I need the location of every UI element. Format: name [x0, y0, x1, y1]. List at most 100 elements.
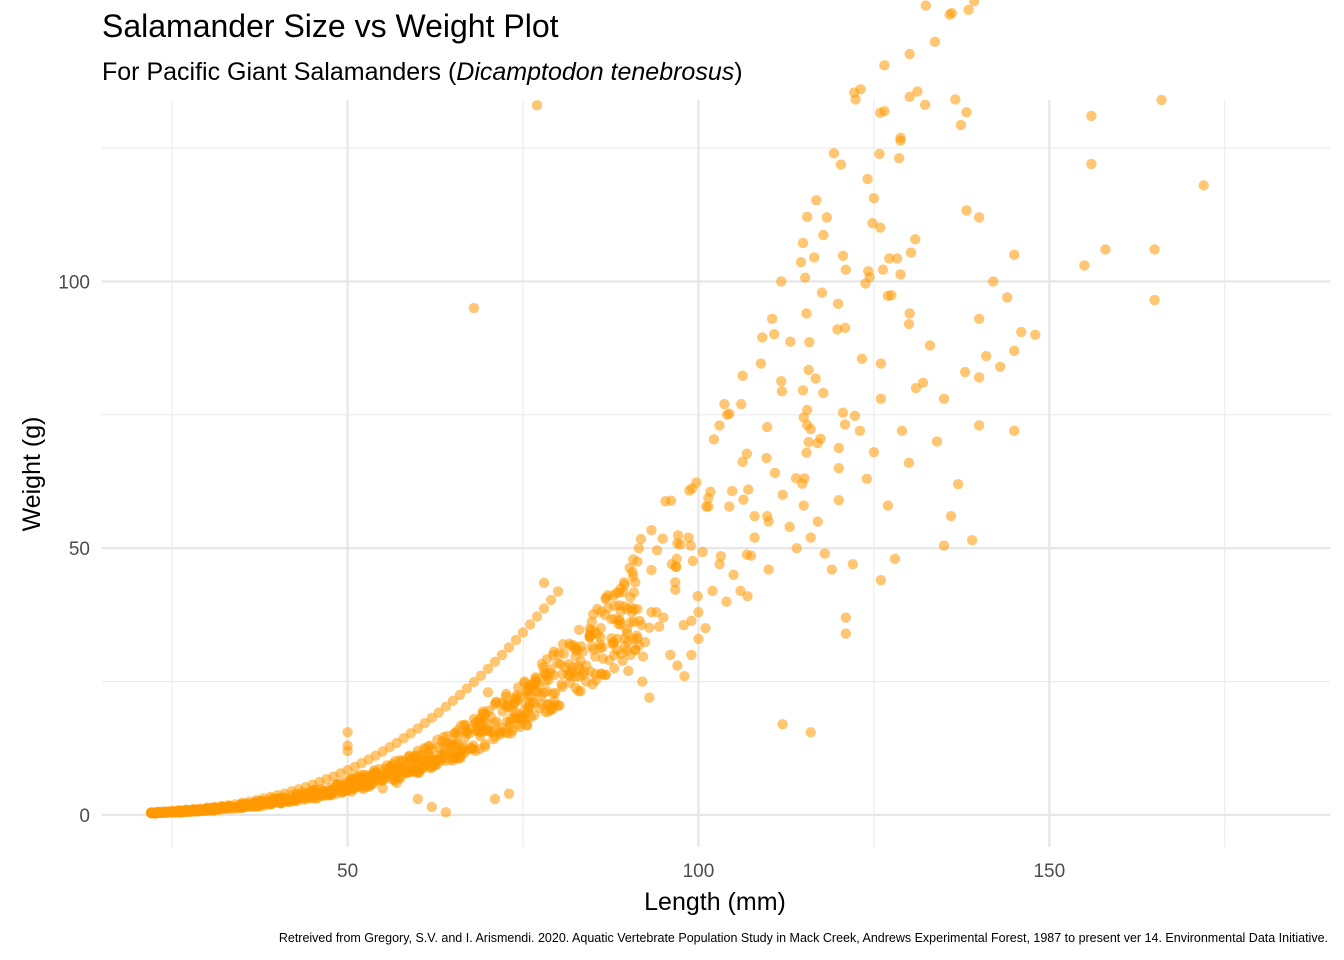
data-point — [333, 779, 344, 791]
data-point — [1198, 180, 1209, 191]
data-point — [517, 627, 529, 638]
data-point — [454, 689, 466, 701]
data-point — [412, 793, 423, 805]
data-point — [776, 375, 787, 387]
data-point — [973, 212, 985, 223]
data-point — [651, 545, 663, 556]
data-point — [874, 148, 885, 160]
axis-ticks: 50 100 150 0 50 100 — [58, 272, 1065, 882]
data-point — [707, 585, 718, 597]
data-point — [875, 575, 887, 586]
data-point — [802, 404, 813, 416]
data-point — [479, 738, 491, 750]
data-point — [961, 205, 972, 216]
data-point — [1149, 244, 1160, 255]
data-point — [700, 623, 711, 634]
data-point — [475, 670, 487, 681]
data-point — [805, 532, 816, 543]
data-point — [955, 119, 967, 131]
data-point — [432, 734, 443, 745]
data-point — [426, 801, 438, 813]
data-point — [920, 0, 932, 11]
data-point — [840, 264, 852, 275]
data-point — [1086, 110, 1097, 122]
data-point — [837, 407, 849, 418]
data-point — [522, 689, 533, 700]
data-point — [860, 278, 871, 289]
data-point — [433, 707, 445, 718]
data-point — [646, 607, 657, 618]
data-point — [606, 638, 618, 649]
data-point — [703, 492, 714, 504]
data-point — [342, 727, 353, 738]
subtitle-suffix: ) — [734, 58, 743, 86]
data-point — [904, 308, 915, 319]
data-point — [671, 553, 682, 565]
data-point — [803, 436, 814, 448]
data-point — [633, 543, 645, 554]
data-point — [777, 719, 788, 730]
data-point — [635, 533, 647, 545]
data-point — [816, 287, 828, 298]
data-point — [461, 683, 473, 694]
data-point — [1009, 425, 1020, 437]
data-point — [950, 94, 961, 105]
data-point — [596, 668, 607, 680]
data-point — [924, 340, 936, 351]
data-point — [482, 663, 494, 674]
data-point — [805, 727, 816, 738]
data-point — [833, 442, 844, 454]
data-point — [150, 807, 162, 819]
y-tick-label: 100 — [58, 272, 90, 293]
data-point — [604, 655, 615, 666]
data-point — [797, 478, 808, 489]
data-point — [489, 793, 501, 805]
data-point — [849, 87, 860, 98]
data-point — [737, 370, 748, 382]
data-point — [444, 754, 456, 765]
data-point — [1079, 260, 1090, 271]
data-point — [685, 540, 696, 551]
data-point — [917, 377, 929, 388]
data-point — [684, 485, 695, 496]
data-point — [597, 642, 608, 653]
data-point — [606, 613, 617, 625]
data-point — [193, 805, 205, 816]
data-point — [882, 500, 894, 511]
data-point — [568, 640, 579, 651]
data-point — [812, 516, 823, 527]
data-point — [891, 253, 903, 264]
x-tick-label: 150 — [1033, 861, 1065, 882]
data-point — [875, 358, 887, 369]
data-point — [828, 148, 840, 159]
data-point — [482, 725, 494, 736]
data-point — [545, 594, 557, 606]
data-point — [519, 697, 531, 709]
data-point — [762, 421, 773, 433]
x-tick-label: 100 — [683, 861, 715, 882]
data-point — [552, 586, 564, 597]
data-point — [919, 99, 931, 111]
data-point — [797, 237, 809, 249]
data-point — [1009, 249, 1020, 260]
data-point — [644, 622, 655, 633]
data-point — [531, 611, 543, 622]
data-point — [973, 420, 985, 431]
data-point — [627, 554, 639, 565]
data-point — [602, 602, 614, 614]
data-point — [390, 765, 402, 776]
data-point — [849, 410, 861, 422]
data-point — [490, 697, 501, 708]
data-point — [644, 692, 655, 703]
data-point — [903, 457, 915, 469]
data-point — [749, 510, 760, 522]
data-point — [588, 609, 599, 620]
data-point — [854, 425, 866, 437]
data-point — [697, 546, 708, 558]
data-point — [500, 688, 512, 700]
data-point — [832, 298, 844, 310]
data-point — [833, 494, 844, 506]
data-point — [538, 603, 550, 614]
data-point — [468, 740, 479, 751]
